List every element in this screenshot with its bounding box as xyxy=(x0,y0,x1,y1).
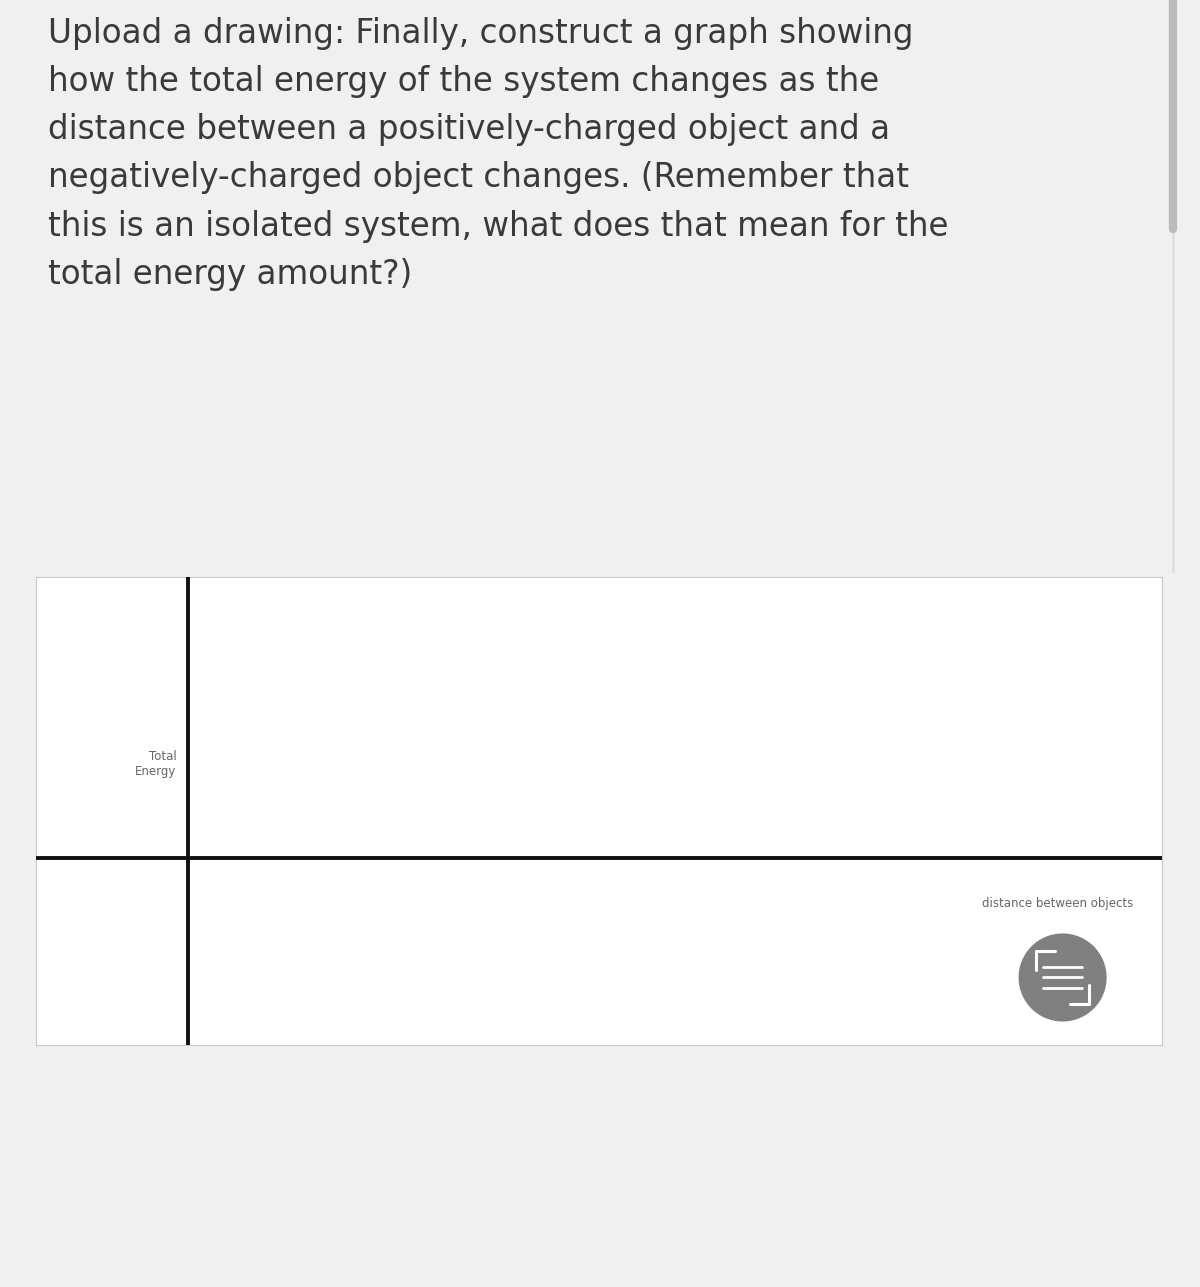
Circle shape xyxy=(1019,934,1106,1021)
Text: distance between objects: distance between objects xyxy=(983,897,1134,910)
Text: Total
Energy: Total Energy xyxy=(136,750,176,777)
Text: Upload a drawing: Finally, construct a graph showing
how the total energy of the: Upload a drawing: Finally, construct a g… xyxy=(48,17,949,291)
